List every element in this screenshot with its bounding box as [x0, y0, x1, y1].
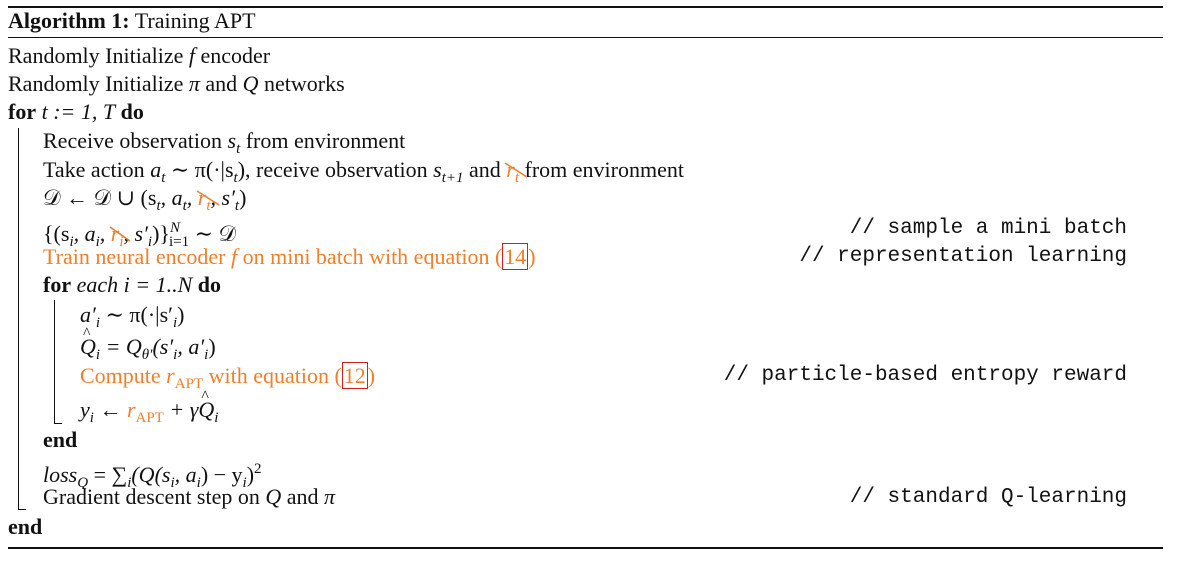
- line-for-t: for t := 1, T do: [8, 99, 144, 124]
- struck-reward: ri: [109, 220, 131, 256]
- line-compute-reward: Compute rAPT with equation (12): [80, 362, 376, 392]
- comment-representation-learning: // representation learning: [799, 245, 1127, 268]
- outer-loop-bar: [18, 128, 20, 510]
- line-y-update: yi ← rAPT + γQi: [80, 383, 218, 426]
- comment-sample-batch: // sample a mini batch: [849, 217, 1127, 240]
- line-loss: lossQ = ∑i(Q(si, ai) − yi)2: [43, 461, 262, 491]
- line-sample-batch: {(si, ai, ri, s′i)}Ni=1 ∼ 𝒟: [43, 214, 236, 250]
- strike-mark-icon: [196, 190, 220, 206]
- line-for-each: for each i = 1..N do: [43, 272, 222, 297]
- algorithm-label: Algorithm 1:: [8, 8, 130, 33]
- outer-loop-bar-foot: [18, 509, 26, 511]
- comment-standard-q-learning: // standard Q-learning: [849, 486, 1127, 509]
- line-q-hat: Qi = Qθ′(s′i, a′i): [80, 320, 216, 363]
- top-rule: [8, 6, 1163, 8]
- line-init-networks: Randomly Initialize π and Q networks: [8, 71, 345, 96]
- algorithm-title: Training APT: [134, 8, 256, 33]
- algorithm-header: Algorithm 1: Training APT: [8, 7, 256, 35]
- line-gradient-step: Gradient descent step on Q and π: [43, 484, 336, 509]
- line-train-encoder: Train neural encoder f on mini batch wit…: [43, 243, 536, 270]
- equation-ref-link[interactable]: 12: [341, 362, 368, 389]
- strike-mark-icon: [109, 226, 131, 242]
- comment-entropy-reward: // particle-based entropy reward: [723, 364, 1127, 387]
- line-receive: Receive observation st from environment: [43, 128, 406, 157]
- inner-loop-bar-foot: [54, 423, 62, 425]
- line-dataset-update: 𝒟 ← 𝒟 ∪ (st, at, rt, s′t): [43, 184, 246, 214]
- struck-reward: rt: [196, 184, 220, 220]
- bottom-rule: [8, 547, 1163, 549]
- inner-loop-bar: [54, 300, 56, 424]
- header-rule: [8, 37, 1163, 39]
- strike-mark-icon: [504, 162, 528, 178]
- line-init-encoder: Randomly Initialize f encoder: [8, 43, 271, 68]
- line-a-prime: a′i ∼ π(·|s′i): [80, 302, 185, 331]
- equation-ref-link[interactable]: 14: [502, 243, 529, 270]
- line-end-outer: end: [8, 514, 43, 539]
- line-end-inner: end: [43, 427, 78, 452]
- line-take-action: Take action at ∼ π(·|st), receive observ…: [43, 156, 684, 186]
- struck-reward: rt: [504, 156, 528, 192]
